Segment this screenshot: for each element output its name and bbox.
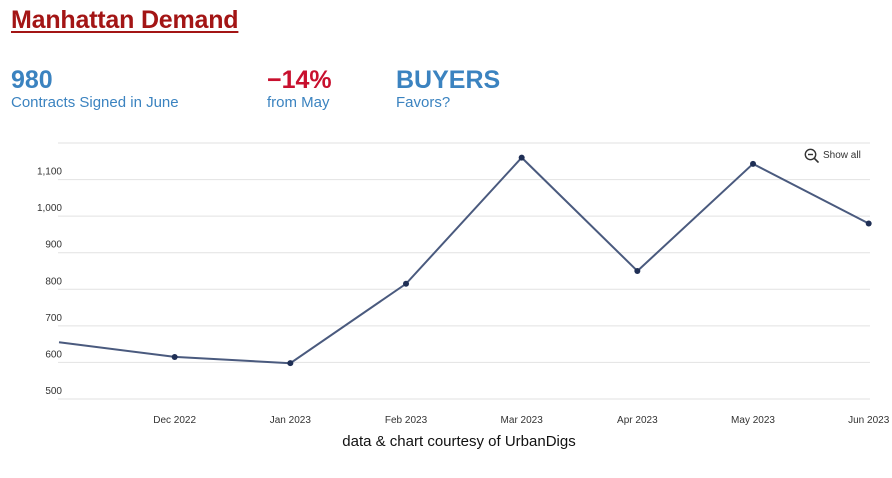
y-tick-label: 1,000: [37, 203, 62, 214]
x-tick-label: Jan 2023: [270, 415, 312, 426]
data-point: [403, 280, 410, 287]
x-tick-label: Feb 2023: [385, 415, 428, 426]
y-tick-label: 800: [45, 276, 62, 287]
data-point: [865, 220, 872, 227]
data-point: [171, 353, 178, 360]
x-tick-label: Dec 2022: [153, 415, 196, 426]
stat-favors: BUYERS Favors?: [396, 66, 500, 112]
zoom-out-icon: [804, 148, 819, 163]
x-tick-label: Jun 2023: [848, 415, 890, 426]
stat-change-value: −14%: [267, 66, 332, 94]
demand-line-chart: 500 600 700 800 900 1,000 1,100 Dec 2022 Jan 202…: [37, 142, 890, 426]
page-title: Manhattan Demand: [11, 6, 239, 34]
stat-contracts-label: Contracts Signed in June: [11, 94, 179, 111]
stat-change-label: from May: [267, 94, 330, 111]
data-point: [750, 160, 757, 167]
stat-favors-value: BUYERS: [396, 66, 501, 94]
y-tick-label: 500: [45, 386, 62, 397]
stat-favors-label: Favors?: [396, 94, 451, 111]
stat-contracts: 980 Contracts Signed in June: [11, 66, 179, 112]
data-point: [518, 154, 525, 161]
data-point: [634, 268, 641, 274]
show-all-button[interactable]: Show all: [804, 148, 861, 163]
series-line: [58, 156, 870, 365]
y-tick-label: 900: [45, 240, 62, 251]
chart-credit: data & chart courtesy of UrbanDigs: [342, 433, 576, 450]
y-tick-label: 1,100: [37, 167, 62, 178]
y-tick-label: 700: [45, 313, 62, 324]
stat-change: −14% from May: [267, 66, 332, 112]
y-tick-label: 600: [45, 349, 62, 360]
show-all-label: Show all: [823, 150, 861, 161]
x-tick-label: Mar 2023: [501, 415, 544, 426]
data-point: [287, 360, 294, 367]
x-tick-label: Apr 2023: [617, 415, 658, 426]
x-tick-label: May 2023: [731, 415, 775, 426]
stat-contracts-value: 980: [11, 66, 53, 94]
